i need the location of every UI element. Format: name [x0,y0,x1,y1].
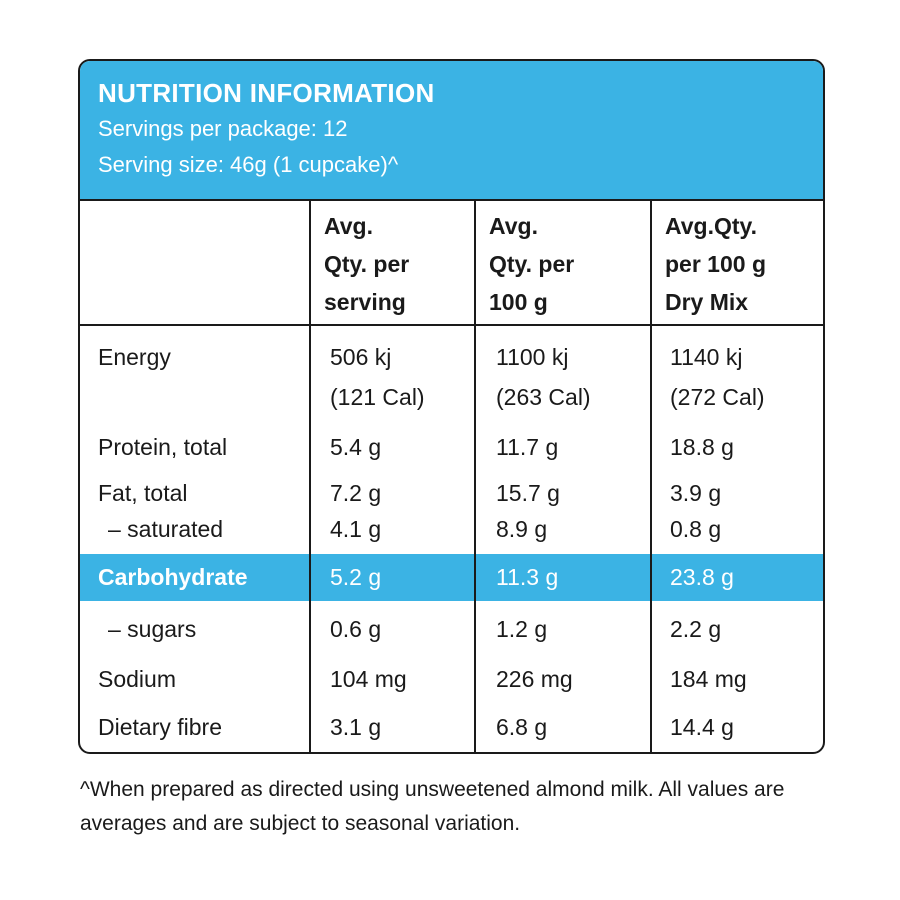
row-value: 1140 kj [670,344,743,370]
row-label: Dietary fibre [98,714,222,740]
servings-per-package: Servings per package: 12 [98,116,348,141]
nutrition-panel: NUTRITION INFORMATION Servings per packa… [78,59,825,754]
panel-title: NUTRITION INFORMATION [98,78,435,108]
row-value-secondary: (121 Cal) [330,384,425,410]
row-value: 5.2 g [330,564,382,590]
row-value: 1100 kj [496,344,569,370]
row-value: 1.2 g [496,616,548,642]
row-value: 8.9 g [496,516,548,542]
panel-header: NUTRITION INFORMATION Servings per packa… [80,61,823,201]
row-label: – saturated [108,516,224,542]
row-value: 6.8 g [496,714,548,740]
row-value: 4.1 g [330,516,382,542]
row-value: 0.6 g [330,616,382,642]
footnote: ^When prepared as directed using unsweet… [80,778,785,835]
row-value-secondary: (263 Cal) [496,384,591,410]
row-value-secondary: (272 Cal) [670,384,765,410]
row-value: 3.9 g [670,480,722,506]
row-value: 5.4 g [330,434,382,460]
row-value: 7.2 g [330,480,382,506]
column-divider [474,201,476,752]
column-divider [650,201,652,752]
row-label: Protein, total [98,434,228,460]
row-label: Energy [98,344,171,370]
row-value: 226 mg [496,666,573,692]
column-header-per-100g: Avg. Qty. per 100 g [489,213,575,315]
row-value: 11.7 g [496,434,559,460]
row-value: 184 mg [670,666,747,692]
column-header-dry-mix: Avg.Qty. per 100 g Dry Mix [665,213,766,315]
highlight-row-background [80,554,823,601]
row-label: Fat, total [98,480,188,506]
row-value: 14.4 g [670,714,734,740]
column-divider [309,201,311,752]
row-value: 3.1 g [330,714,382,740]
serving-size: Serving size: 46g (1 cupcake)^ [98,152,399,177]
row-value: 18.8 g [670,434,734,460]
row-value: 11.3 g [496,564,559,590]
row-value: 2.2 g [670,616,722,642]
header-row-divider [80,324,823,326]
row-label: – sugars [108,616,197,642]
column-header-per-serving: Avg. Qty. per serving [324,213,410,315]
row-label: Sodium [98,666,176,692]
row-label: Carbohydrate [98,564,248,590]
row-value: 0.8 g [670,516,722,542]
row-value: 23.8 g [670,564,734,590]
row-value: 104 mg [330,666,407,692]
row-value: 15.7 g [496,480,560,506]
row-value: 506 kj [330,344,392,370]
